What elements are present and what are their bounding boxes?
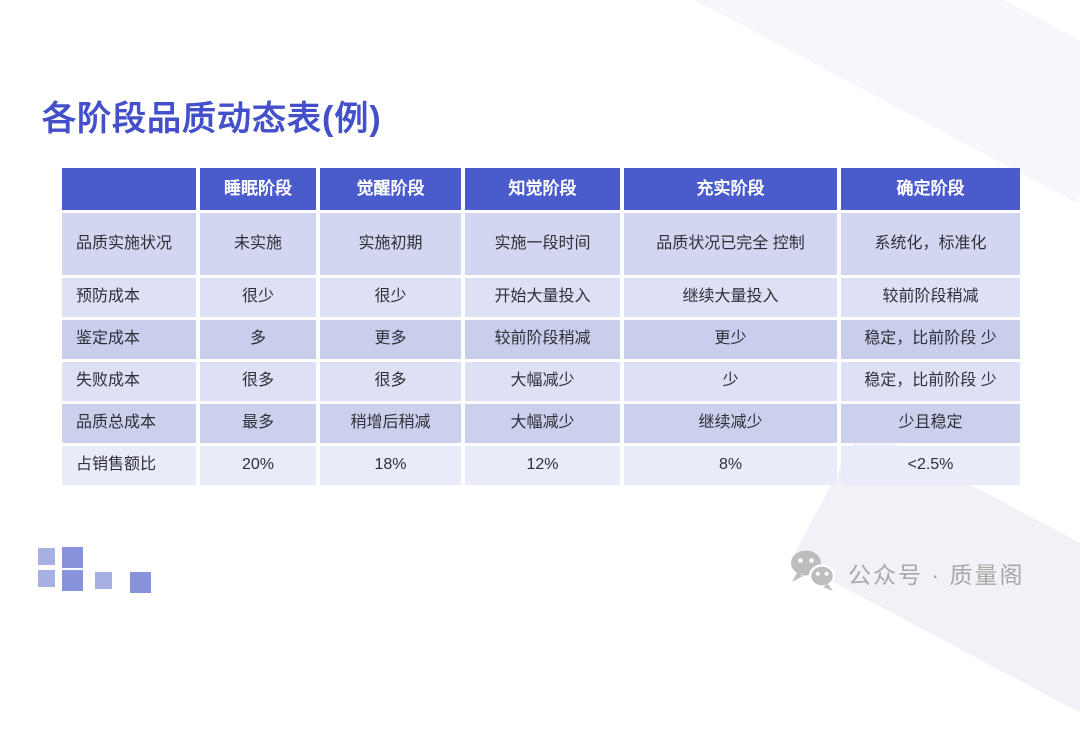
table-cell: 品质状况已完全 控制 [624,213,837,275]
wechat-icon [788,548,836,597]
logo-square [38,570,55,587]
slide: { "page": { "title": "各阶段品质动态表(例)" }, "t… [38,99,1080,733]
table-cell: 12% [465,446,620,485]
table-cell: 大幅减少 [465,404,620,443]
table-corner-cell [62,168,196,210]
column-header-certainty-stage: 确定阶段 [841,168,1020,210]
logo-square [38,548,55,565]
logo-square [130,572,151,593]
row-label-total-quality-cost: 品质总成本 [62,404,196,443]
table-cell: 开始大量投入 [465,278,620,317]
table-cell: 18% [320,446,461,485]
table-cell: 系统化，标准化 [841,213,1020,275]
page-title: 各阶段品质动态表(例) [42,99,382,138]
table-cell: 稳定，比前阶段 少 [841,362,1020,401]
table-cell: 稳定，比前阶段 少 [841,320,1020,359]
table-cell: 少 [624,362,837,401]
column-header-enrichment-stage: 充实阶段 [624,168,837,210]
table-cell: 更多 [320,320,461,359]
row-label-implementation-status: 品质实施状况 [62,213,196,275]
logo-square [62,570,83,591]
table-cell: 稍增后稍减 [320,404,461,443]
row-label-prevention-cost: 预防成本 [62,278,196,317]
row-label-failure-cost: 失败成本 [62,362,196,401]
table-cell: 大幅减少 [465,362,620,401]
table-cell: 多 [200,320,316,359]
table-cell: 较前阶段稍减 [841,278,1020,317]
column-header-perception-stage: 知觉阶段 [465,168,620,210]
table-cell: 未实施 [200,213,316,275]
wechat-account-label: 公众号 · 质量阁 [848,561,1025,588]
table-cell: 继续减少 [624,404,837,443]
table-cell: 很少 [320,278,461,317]
brand-squares-logo [38,547,158,595]
table-cell: 最多 [200,404,316,443]
table-cell: 20% [200,446,316,485]
table-cell: 很少 [200,278,316,317]
logo-square [95,572,112,589]
table-cell: 实施一段时间 [465,213,620,275]
row-label-sales-ratio: 占销售额比 [62,446,196,485]
table-cell: 更少 [624,320,837,359]
table-cell: 很多 [320,362,461,401]
column-header-awakening-stage: 觉醒阶段 [320,168,461,210]
wechat-account-badge: 公众号 · 质量阁 [788,548,1024,597]
table-cell: 较前阶段稍减 [465,320,620,359]
logo-square [62,547,83,568]
table-cell: 8% [624,446,837,485]
table-cell: 很多 [200,362,316,401]
table-cell: <2.5% [841,446,1020,485]
table-cell: 继续大量投入 [624,278,837,317]
quality-stage-table: 睡眠阶段 觉醒阶段 知觉阶段 充实阶段 确定阶段 品质实施状况 未实施 实施初期… [62,168,1020,485]
table-cell: 少且稳定 [841,404,1020,443]
column-header-sleep-stage: 睡眠阶段 [200,168,316,210]
row-label-appraisal-cost: 鉴定成本 [62,320,196,359]
table-cell: 实施初期 [320,213,461,275]
